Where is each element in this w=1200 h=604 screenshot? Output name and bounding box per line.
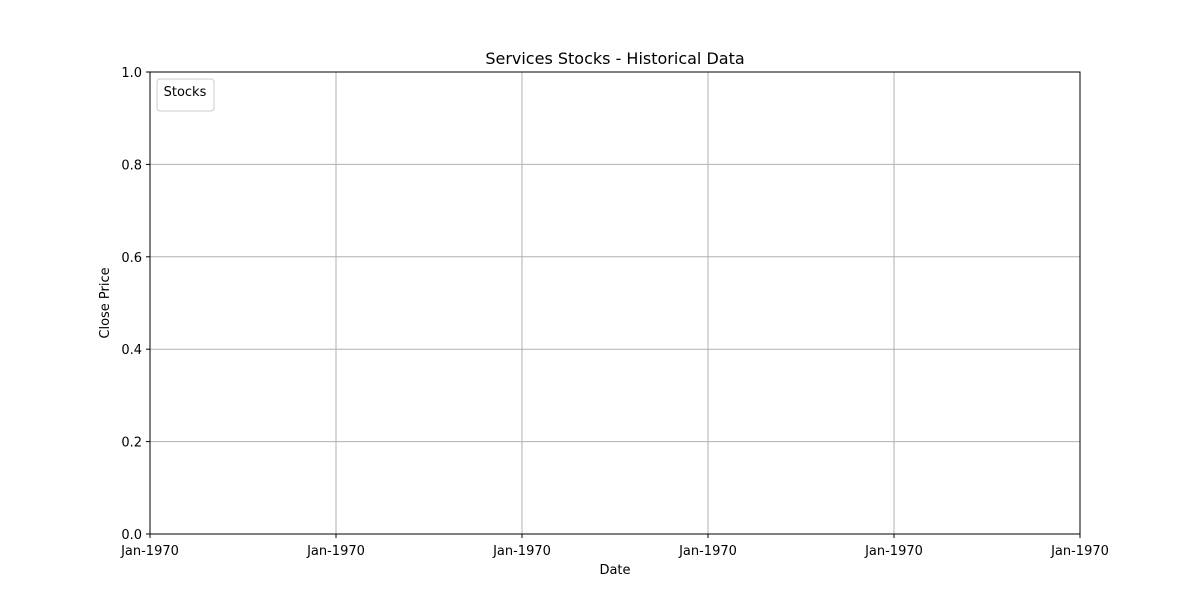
legend: Stocks: [156, 78, 215, 112]
x-tick-label: Jan-1970: [864, 544, 923, 559]
y-axis-label: Close Price: [98, 267, 113, 338]
legend-title: Stocks: [164, 85, 207, 100]
x-axis-ticks: Jan-1970 Jan-1970 Jan-1970 Jan-1970 Jan-1970…: [120, 534, 1109, 559]
plot-area-frame: [149, 71, 1081, 535]
x-axis-label: Date: [599, 563, 630, 578]
y-axis-ticks: 0.0 0.2 0.4 0.6 0.8 1.0: [121, 66, 150, 543]
y-tick-label: 0.4: [121, 343, 142, 358]
x-tick-label: Jan-1970: [120, 544, 179, 559]
x-tick-label: Jan-1970: [492, 544, 551, 559]
x-tick-label: Jan-1970: [1050, 544, 1109, 559]
y-tick-label: 1.0: [121, 66, 142, 81]
y-tick-label: 0.0: [121, 528, 142, 543]
grid-lines: [149, 71, 1081, 535]
legend-box: [156, 78, 215, 112]
y-tick-label: 0.6: [121, 251, 142, 266]
x-tick-label: Jan-1970: [306, 544, 365, 559]
x-tick-label: Jan-1970: [678, 544, 737, 559]
y-tick-label: 0.2: [121, 436, 142, 451]
chart-title: Services Stocks - Historical Data: [485, 49, 744, 68]
y-tick-label: 0.8: [121, 158, 142, 173]
